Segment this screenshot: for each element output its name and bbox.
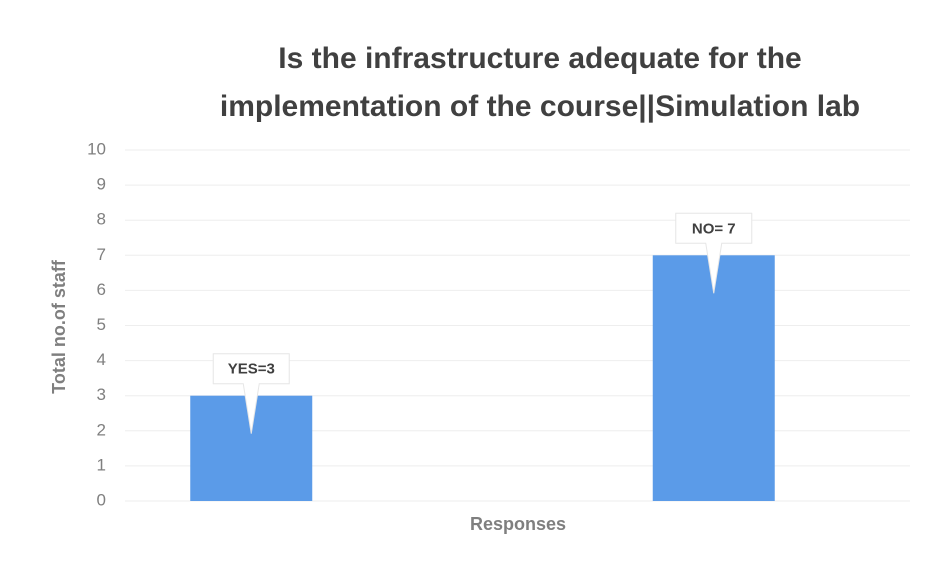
bar: [652, 255, 775, 501]
y-axis-label: Total no.of staff: [49, 259, 69, 394]
y-tick-label: 7: [97, 245, 106, 264]
callout: [675, 212, 753, 294]
y-tick-label: 5: [97, 315, 106, 334]
callout: [212, 353, 290, 434]
y-tick-label: 4: [97, 350, 106, 369]
y-tick-label: 2: [97, 420, 106, 439]
data-label: NO= 7: [692, 220, 736, 237]
y-tick-label: 8: [97, 210, 106, 229]
x-axis-label: Responses: [470, 514, 566, 534]
chart-title: Is the infrastructure adequate for the: [278, 42, 801, 75]
chart-title: implementation of the course||Simulation…: [220, 90, 860, 123]
y-tick-label: 10: [87, 139, 106, 158]
y-tick-label: 6: [97, 280, 106, 299]
y-tick-label: 0: [97, 490, 106, 509]
data-label: YES=3: [228, 361, 275, 378]
y-tick-label: 9: [97, 175, 106, 194]
y-tick-label: 3: [97, 385, 106, 404]
y-tick-label: 1: [97, 455, 106, 474]
